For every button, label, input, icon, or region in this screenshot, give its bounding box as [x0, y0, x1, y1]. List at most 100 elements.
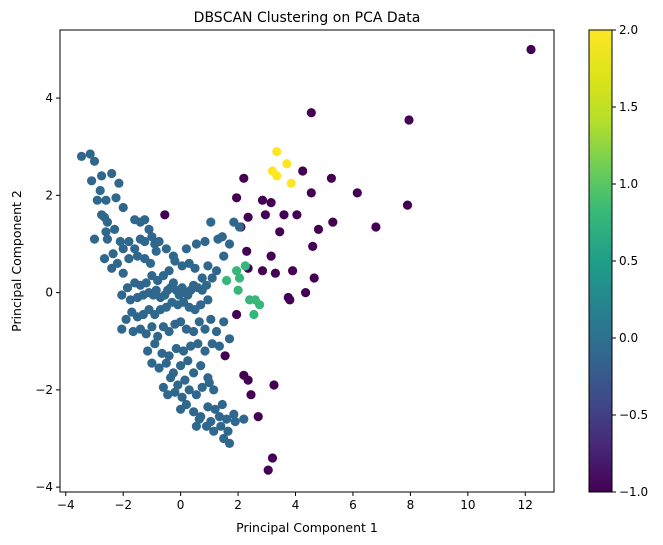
data-point — [239, 173, 249, 183]
data-point — [288, 266, 298, 276]
data-point — [121, 314, 131, 324]
data-point — [207, 339, 217, 349]
data-point — [184, 385, 194, 395]
data-point — [193, 339, 203, 349]
data-point — [209, 385, 219, 395]
data-point — [206, 217, 216, 227]
points-layer — [76, 44, 536, 475]
plot-frame — [59, 29, 555, 493]
data-point — [255, 300, 265, 310]
y-tick-label: 0 — [45, 286, 53, 300]
data-point — [239, 414, 249, 424]
data-point — [147, 271, 157, 281]
x-tick-label: 12 — [518, 498, 533, 512]
data-point — [286, 178, 296, 188]
colorbar-tick-label: −0.5 — [619, 408, 648, 422]
x-tick-label: 0 — [177, 498, 185, 512]
data-point — [222, 275, 232, 286]
data-point — [267, 453, 278, 463]
data-point — [207, 273, 217, 283]
data-point — [178, 346, 189, 356]
x-tick-label: 6 — [349, 498, 357, 512]
data-point — [222, 414, 232, 424]
data-point — [101, 195, 111, 205]
colorbar-axis: −1.0 −0.5 0.0 0.5 1.0 1.5 2.0 — [612, 23, 648, 499]
data-point — [160, 210, 170, 220]
data-point — [189, 326, 199, 337]
data-point — [177, 261, 187, 271]
y-tick-label: −2 — [35, 383, 53, 397]
data-point — [191, 421, 201, 431]
x-tick-label: 2 — [234, 498, 242, 512]
data-point — [352, 188, 362, 198]
data-point — [203, 261, 213, 271]
data-point — [200, 324, 210, 334]
data-point — [115, 236, 125, 247]
data-point — [143, 346, 153, 356]
colorbar-tick-label: 2.0 — [619, 23, 638, 37]
data-point — [243, 212, 253, 222]
data-point — [85, 149, 95, 159]
data-point — [183, 356, 193, 366]
data-point — [220, 351, 230, 361]
data-point — [197, 273, 207, 283]
data-point — [257, 195, 268, 205]
data-point — [147, 322, 157, 332]
data-point — [76, 151, 87, 161]
data-point — [111, 193, 121, 203]
data-point — [224, 334, 235, 344]
data-point — [164, 351, 174, 361]
data-point — [196, 361, 206, 371]
data-point — [211, 326, 222, 337]
data-point — [151, 246, 161, 256]
y-axis-label: Principal Component 2 — [9, 190, 24, 332]
data-point — [194, 317, 204, 327]
data-point — [233, 285, 243, 295]
data-point — [171, 343, 181, 354]
data-point — [246, 390, 256, 400]
colorbar-tick-label: −1.0 — [619, 485, 648, 499]
data-point — [211, 266, 222, 276]
data-point — [114, 178, 124, 188]
data-point — [308, 241, 318, 251]
data-point — [266, 251, 276, 261]
data-point — [97, 171, 107, 181]
data-point — [150, 339, 160, 349]
data-point — [101, 227, 111, 237]
x-tick-label: −4 — [57, 498, 75, 512]
data-point — [163, 390, 173, 400]
data-point — [124, 254, 134, 264]
data-point — [122, 283, 133, 293]
data-point — [118, 268, 128, 278]
data-point — [189, 368, 199, 378]
data-point — [214, 341, 224, 351]
data-point — [117, 324, 127, 334]
data-point — [108, 249, 118, 259]
data-point — [266, 198, 276, 208]
data-point — [203, 295, 213, 305]
data-point — [144, 224, 154, 234]
data-point — [217, 399, 227, 410]
data-point — [102, 234, 112, 244]
data-point — [402, 200, 413, 210]
data-point — [201, 280, 212, 290]
data-point — [209, 426, 219, 436]
data-point — [204, 378, 214, 388]
data-point — [176, 361, 186, 371]
data-point — [118, 202, 128, 213]
data-point — [240, 261, 250, 271]
data-point — [154, 363, 164, 373]
data-point — [166, 373, 176, 383]
colorbar — [589, 30, 612, 492]
data-point — [164, 326, 174, 337]
data-point — [270, 268, 280, 278]
data-point — [132, 251, 143, 261]
data-point — [214, 412, 224, 422]
data-point — [242, 246, 252, 256]
data-point — [107, 168, 117, 179]
data-point — [243, 375, 253, 385]
data-point — [219, 317, 229, 327]
data-point — [306, 188, 316, 198]
data-point — [272, 147, 282, 157]
data-point — [89, 234, 100, 244]
